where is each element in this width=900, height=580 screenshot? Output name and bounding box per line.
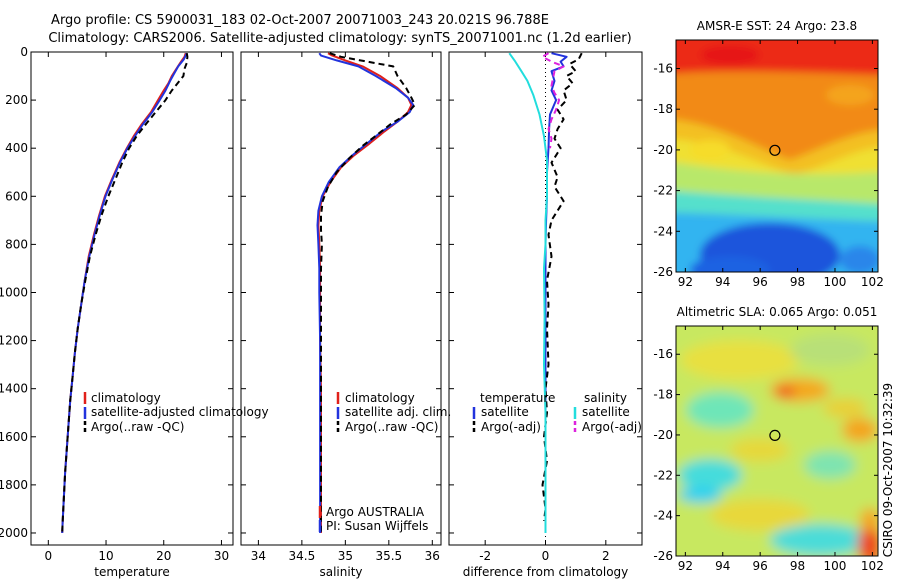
series-climatology — [317, 52, 413, 533]
x-tick-label: 35.5 — [375, 549, 402, 563]
series-salinity-satellite — [508, 52, 548, 533]
legend-label-satellite: satellite-adjusted climatology — [91, 405, 269, 419]
temperature-panel: 0 10 20 30 temperature 0 200 400 600 800 1000 1200 1… — [0, 45, 234, 579]
legend-label-satellite: satellite adj. clim. — [345, 405, 451, 419]
salinity-panel: 34 34.5 35 35.5 36 salinity — [240, 51, 442, 579]
x-axis-label: temperature — [94, 565, 169, 579]
y-tick-label: 1800 — [0, 478, 28, 492]
x-axis-label: salinity — [319, 565, 362, 579]
y-tick-label: -24 — [653, 509, 673, 523]
sst-map-axes: 92 94 96 98 100 102 -16 -18 -20 -22 -24 -26 — [653, 40, 884, 289]
difference-panel: -2 0 2 difference from climatology — [448, 51, 643, 579]
salinity-legend: climatology satellite adj. clim. Argo(..… — [318, 391, 451, 533]
temperature-legend: climatology satellite-adjusted climatolo… — [83, 391, 269, 434]
series-temperature-argo-adj — [541, 52, 583, 522]
legend-label-sal-argo: Argo(-adj) — [582, 420, 642, 434]
sst-map-title: AMSR-E SST: 24 Argo: 23.8 — [697, 19, 857, 33]
y-tick-label: -16 — [653, 61, 673, 75]
x-tick-label: 10 — [98, 549, 113, 563]
y-tick-label: -18 — [653, 102, 673, 116]
legend-group-salinity: salinity — [584, 391, 627, 405]
x-tick-label: 96 — [753, 275, 768, 289]
y-tick-label: -24 — [653, 224, 673, 238]
x-tick-label: -2 — [479, 549, 491, 563]
sst-map-panel: AMSR-E SST: 24 Argo: 23.8 92 94 96 98 100 102… — [653, 19, 884, 289]
y-tick-label: 400 — [5, 141, 28, 155]
series-argo-raw-qc — [320, 52, 416, 533]
y-tick-label: -22 — [653, 468, 673, 482]
plot-frame — [240, 51, 442, 546]
y-tick-label: -16 — [653, 347, 673, 361]
annotation-pi: PI: Susan Wijffels — [326, 519, 428, 533]
figure-title-line2: Climatology: CARS2006. Satellite-adjuste… — [48, 31, 631, 46]
x-tick-label: 35 — [338, 549, 353, 563]
y-tick-label: -20 — [653, 428, 673, 442]
y-tick-label: 2000 — [0, 526, 28, 540]
series-satellite-adjusted-climatology — [61, 52, 188, 534]
y-tick-label: 800 — [5, 237, 28, 251]
x-tick-label: 100 — [824, 275, 847, 289]
y-tick-label: 1200 — [0, 334, 28, 348]
annotation-argo-australia: Argo AUSTRALIA — [326, 505, 425, 519]
y-tick-label: -20 — [653, 143, 673, 157]
x-tick-label: 102 — [861, 275, 884, 289]
y-tick-label: 1400 — [0, 382, 28, 396]
series-argo-raw-qc — [61, 53, 189, 534]
x-tick-label: 0 — [542, 549, 550, 563]
y-tick-label: 1000 — [0, 285, 28, 299]
legend-group-temperature: temperature — [480, 391, 555, 405]
x-axis-label: difference from climatology — [463, 565, 629, 579]
x-tick-label: 102 — [861, 559, 884, 573]
legend-label-climatology: climatology — [345, 391, 415, 405]
sst-heatmap — [676, 40, 878, 272]
sla-map-axes: 92 94 96 98 100 102 -16 -18 -20 -22 -24 -26 — [653, 326, 884, 573]
x-tick-label: 94 — [715, 275, 730, 289]
legend-label-temp-argo: Argo(-adj) — [481, 420, 541, 434]
x-tick-label: 92 — [678, 275, 693, 289]
legend-label-temp-satellite: satellite — [481, 405, 529, 419]
argo-float-marker — [769, 144, 781, 156]
figure-title-line1: Argo profile: CS 5900031_183 02-Oct-2007… — [51, 13, 549, 28]
series-salinity-argo-adj — [541, 52, 565, 149]
x-tick-label: 34.5 — [289, 549, 316, 563]
x-tick-label: 20 — [156, 549, 171, 563]
y-tick-label: -22 — [653, 184, 673, 198]
x-tick-label: 0 — [44, 549, 52, 563]
sla-heatmap — [676, 326, 878, 556]
x-tick-label: 100 — [824, 559, 847, 573]
y-tick-label: 1600 — [0, 430, 28, 444]
y-tick-label: 600 — [5, 189, 28, 203]
timestamp-label: CSIRO 09-Oct-2007 10:32:39 — [881, 383, 895, 557]
series-satellite-adj-clim — [316, 52, 415, 533]
y-tick-label: 200 — [5, 93, 28, 107]
sla-map-frame — [675, 325, 879, 557]
sla-map-panel: Altimetric SLA: 0.065 Argo: 0.051 — [653, 305, 884, 573]
y-tick-label: 0 — [20, 45, 28, 59]
legend-label-sal-satellite: satellite — [582, 405, 630, 419]
x-tick-label: 92 — [678, 559, 693, 573]
legend-label-climatology: climatology — [91, 391, 161, 405]
difference-legend: temperature satellite Argo(-adj) salinit… — [472, 391, 642, 434]
y-tick-label: -26 — [653, 549, 673, 563]
sst-map-frame — [675, 39, 879, 273]
legend-label-argo: Argo(..raw -QC) — [345, 420, 438, 434]
x-tick-label: 96 — [753, 559, 768, 573]
sla-map-title: Altimetric SLA: 0.065 Argo: 0.051 — [677, 305, 878, 319]
argo-float-marker — [769, 429, 781, 441]
x-tick-label: 98 — [790, 559, 805, 573]
y-tick-label: -18 — [653, 388, 673, 402]
plot-frame — [30, 51, 234, 546]
x-tick-label: 34 — [251, 549, 266, 563]
x-tick-label: 30 — [214, 549, 229, 563]
y-tick-label: -26 — [653, 265, 673, 279]
x-tick-label: 94 — [715, 559, 730, 573]
x-tick-label: 2 — [602, 549, 610, 563]
series-climatology — [61, 52, 187, 534]
x-tick-label: 98 — [790, 275, 805, 289]
x-tick-label: 36 — [425, 549, 440, 563]
legend-label-argo: Argo(..raw -QC) — [91, 420, 184, 434]
